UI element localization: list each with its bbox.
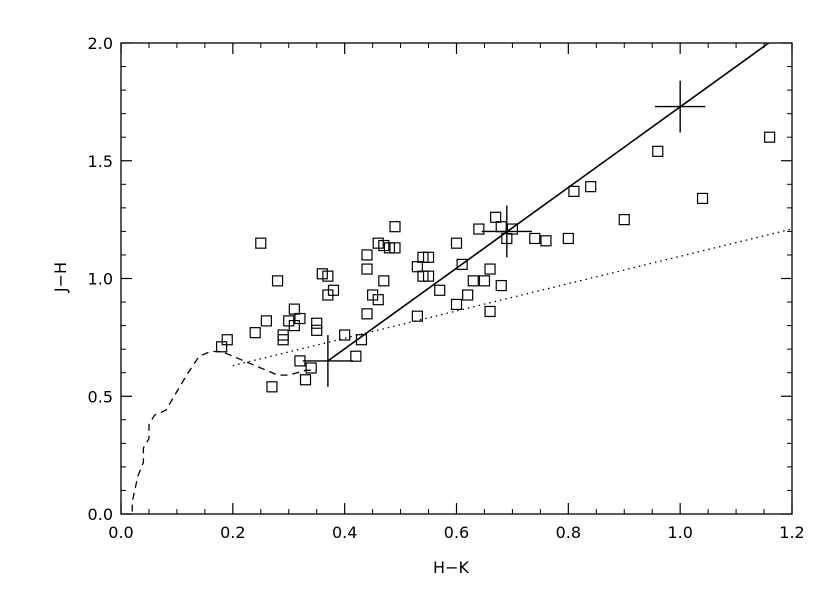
ctts-locus-line [232,228,792,367]
data-point [585,181,597,193]
data-point [271,275,284,287]
x-tick-label: 1.2 [779,523,804,542]
data-point [361,263,373,275]
data-point [311,317,323,329]
data-point [562,232,574,245]
data-point [434,284,446,296]
data-point [294,312,306,325]
main-sequence-curve [131,350,317,512]
data-point [327,284,340,296]
data-point [490,211,502,223]
data-point [355,334,368,346]
data-point [299,374,312,386]
x-tick-label: 0.6 [444,523,469,542]
data-point [389,221,401,233]
data-point [311,324,323,336]
data-point [462,289,474,301]
data-point [529,232,541,245]
data-point [467,275,479,287]
data-point [339,329,351,341]
x-tick-label: 0.8 [556,523,581,542]
y-tick-label: 0.0 [88,505,113,524]
axes: 0.0 0.2 0.4 0.6 0.8 1.0 1.2 0.0 0.5 1.0 1.5 2.0 [88,34,805,542]
data-point [305,362,317,374]
data-point [249,327,261,339]
data-point [260,315,272,327]
data-point [618,214,630,226]
data-point [568,185,580,197]
y-tick-label: 1.5 [88,152,113,171]
x-tick-label: 1.0 [667,523,692,542]
x-tick-label: 0.0 [108,523,133,542]
data-points [216,131,776,393]
data-point [473,223,485,235]
data-point [372,294,384,306]
data-point [764,131,776,143]
data-point [350,350,362,362]
data-point [450,237,463,249]
data-point [456,258,468,270]
x-axis-label: H−K [433,558,469,577]
data-point [361,249,373,261]
data-point [422,270,435,282]
data-point [322,270,334,282]
reddening-markers [302,80,706,387]
data-point [696,192,709,205]
data-point [495,221,507,233]
y-tick-label: 0.5 [88,387,113,406]
data-point [288,303,300,315]
data-point [411,261,423,273]
data-point [450,298,463,311]
data-point [361,308,373,320]
y-tick-label: 2.0 [88,34,113,53]
data-point [389,242,401,254]
data-point [411,310,423,322]
data-point [478,275,491,287]
data-point [255,237,267,249]
data-point [422,251,435,263]
x-tick-label: 0.4 [332,523,357,542]
data-point [652,145,664,157]
data-point [266,381,278,393]
x-tick-label: 0.2 [220,523,245,542]
plot-frame [120,42,793,515]
y-tick-label: 1.0 [88,270,113,289]
data-point [221,334,233,346]
data-point [378,275,390,287]
data-point [484,263,496,275]
data-point [495,279,507,292]
data-point [277,334,289,346]
data-point [484,305,496,318]
curves [131,43,792,512]
y-axis-label: J−H [51,262,70,293]
reddening-line [327,43,771,362]
data-point [540,235,552,247]
